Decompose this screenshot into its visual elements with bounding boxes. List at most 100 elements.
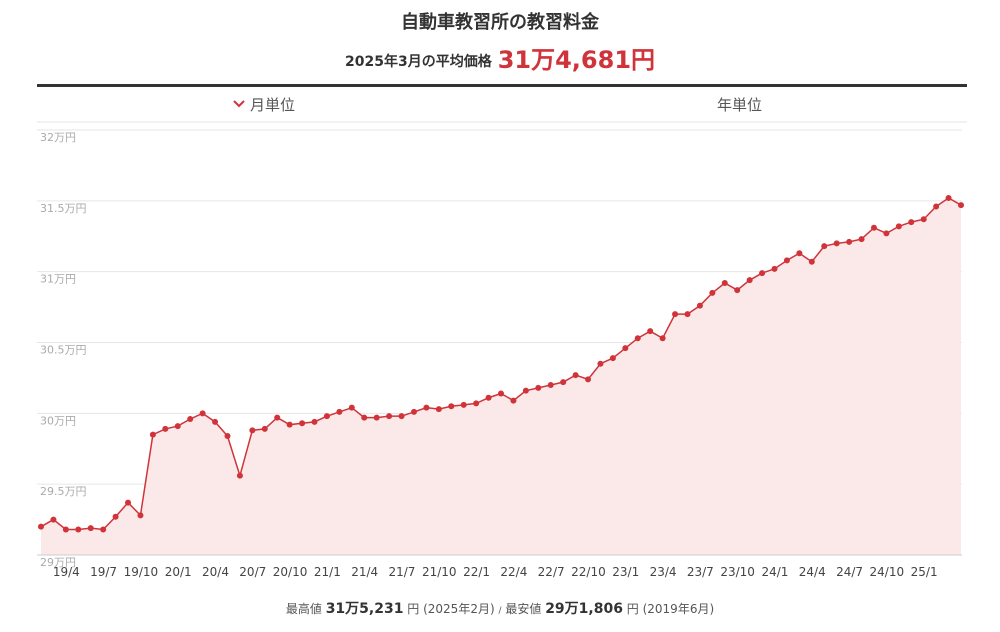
point: [547, 382, 554, 388]
point: [112, 513, 119, 520]
y-tick-label: 30.5万円: [40, 344, 87, 357]
point: [299, 420, 306, 427]
x-tick-label: 21/4: [351, 565, 378, 579]
point: [435, 406, 442, 413]
point: [323, 413, 330, 420]
y-tick-label: 30万円: [40, 414, 76, 427]
point: [224, 433, 231, 439]
x-tick-label: 19/7: [90, 565, 117, 579]
x-tick-label: 22/7: [538, 565, 565, 579]
point: [460, 401, 467, 408]
point: [759, 270, 766, 277]
x-tick-label: 19/10: [124, 565, 159, 579]
point: [361, 414, 368, 421]
y-tick-label: 29.5万円: [40, 485, 87, 498]
x-tick-label: 19/4: [53, 565, 80, 579]
separator: /: [498, 606, 502, 616]
max-note: 円 (2025年2月): [407, 602, 495, 616]
x-tick-label: 23/1: [612, 565, 639, 579]
point: [895, 223, 902, 230]
y-tick-label: 32万円: [40, 131, 76, 144]
point: [174, 423, 181, 430]
point: [236, 472, 243, 479]
point: [274, 414, 281, 421]
point: [609, 355, 616, 362]
chevron: [233, 100, 245, 108]
min-label: 最安値: [505, 602, 542, 616]
line: [40, 197, 962, 531]
point: [199, 410, 206, 417]
x-tick-label: 20/1: [165, 565, 192, 579]
divider: [37, 84, 967, 87]
point: [771, 265, 778, 272]
point: [311, 418, 318, 425]
summary: 最高値 31万5,231 円 (2025年2月) / 最安値 29万1,806 …: [0, 598, 1000, 618]
x-tick-label: 23/7: [687, 565, 714, 579]
subtitle-row: 2025年3月の平均価格 31万4,681円: [0, 40, 1000, 75]
x-tick-label: 20/7: [239, 565, 266, 579]
point: [535, 384, 542, 391]
highlight-price: 31万4,681円: [497, 46, 656, 74]
point: [373, 414, 380, 421]
x-tick-label: 23/10: [720, 565, 755, 579]
point: [597, 360, 604, 367]
x-tick-label: 21/1: [314, 565, 341, 579]
tab-label: 月単位: [250, 96, 296, 114]
point: [286, 421, 293, 428]
point: [336, 408, 343, 415]
point: [75, 526, 82, 533]
point: [448, 403, 455, 410]
min-value: 29万1,806: [545, 601, 623, 617]
x-tick-label: 23/4: [650, 565, 677, 579]
point: [883, 230, 890, 237]
point: [783, 257, 790, 264]
x-tick-label: 24/7: [836, 565, 863, 579]
point: [212, 418, 219, 425]
point: [87, 525, 94, 532]
area: [41, 198, 961, 555]
x-tick-label: 22/4: [500, 565, 527, 579]
x-tick-label: 24/4: [799, 565, 826, 579]
tab-yearly[interactable]: 年単位: [717, 94, 762, 115]
point: [50, 516, 57, 523]
point: [684, 311, 691, 318]
x-tick-label: 22/10: [571, 565, 606, 579]
point: [920, 216, 927, 223]
point: [125, 499, 132, 506]
point: [560, 379, 567, 386]
point: [100, 526, 107, 533]
point: [958, 202, 964, 209]
point: [510, 397, 517, 404]
max-label: 最高値: [285, 602, 322, 616]
tab-monthly[interactable]: 月単位: [232, 94, 295, 115]
point: [249, 427, 256, 434]
point: [137, 512, 144, 519]
x-tick-label: 21/10: [422, 565, 457, 579]
tab-label: 年単位: [717, 96, 763, 114]
point: [647, 328, 654, 335]
title: 自動車教習所の教習料金: [401, 12, 599, 33]
point: [261, 425, 268, 432]
point: [796, 250, 803, 257]
x-tick-label: 21/7: [388, 565, 415, 579]
point: [721, 280, 728, 286]
point: [622, 345, 629, 352]
point: [808, 258, 815, 265]
x-tick-label: 20/4: [202, 565, 229, 579]
point: [187, 416, 194, 422]
point: [672, 311, 679, 318]
point: [585, 376, 592, 383]
point: [485, 394, 492, 401]
point: [846, 238, 853, 245]
point: [410, 408, 417, 415]
y-tick-label: 31万円: [40, 273, 76, 286]
point: [933, 203, 940, 210]
point: [398, 413, 405, 420]
point: [821, 243, 828, 250]
max-value: 31万5,231: [325, 601, 404, 617]
x-tick-label: 24/10: [870, 565, 905, 579]
point: [696, 302, 703, 309]
point: [62, 526, 69, 533]
point: [709, 289, 716, 296]
